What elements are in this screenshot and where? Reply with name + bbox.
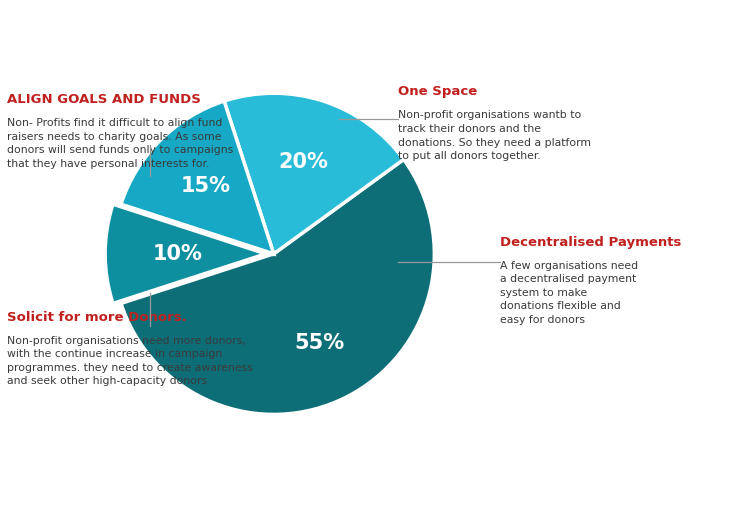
Text: 20%: 20% (279, 152, 328, 172)
Text: Decentralised Payments: Decentralised Payments (500, 236, 681, 249)
Wedge shape (121, 101, 274, 254)
Text: Solicit for more Donors.: Solicit for more Donors. (7, 311, 187, 324)
Text: Non-profit organisations wantb to
track their donors and the
donations. So they : Non-profit organisations wantb to track … (398, 110, 591, 161)
Wedge shape (105, 204, 266, 304)
Text: One Space: One Space (398, 85, 477, 98)
Text: Non-profit organisations need more donors,
with the continue increase in campaig: Non-profit organisations need more donor… (7, 336, 253, 386)
Text: 10%: 10% (153, 244, 202, 264)
Text: Non- Profits find it difficult to align fund
raisers needs to charity goals. As : Non- Profits find it difficult to align … (7, 118, 234, 169)
Wedge shape (224, 93, 404, 254)
Text: ALIGN GOALS AND FUNDS: ALIGN GOALS AND FUNDS (7, 93, 201, 106)
Text: 55%: 55% (294, 333, 344, 353)
Text: A few organisations need
a decentralised payment
system to make
donations flexib: A few organisations need a decentralised… (500, 261, 638, 325)
Text: 15%: 15% (180, 176, 231, 196)
Wedge shape (121, 160, 434, 414)
